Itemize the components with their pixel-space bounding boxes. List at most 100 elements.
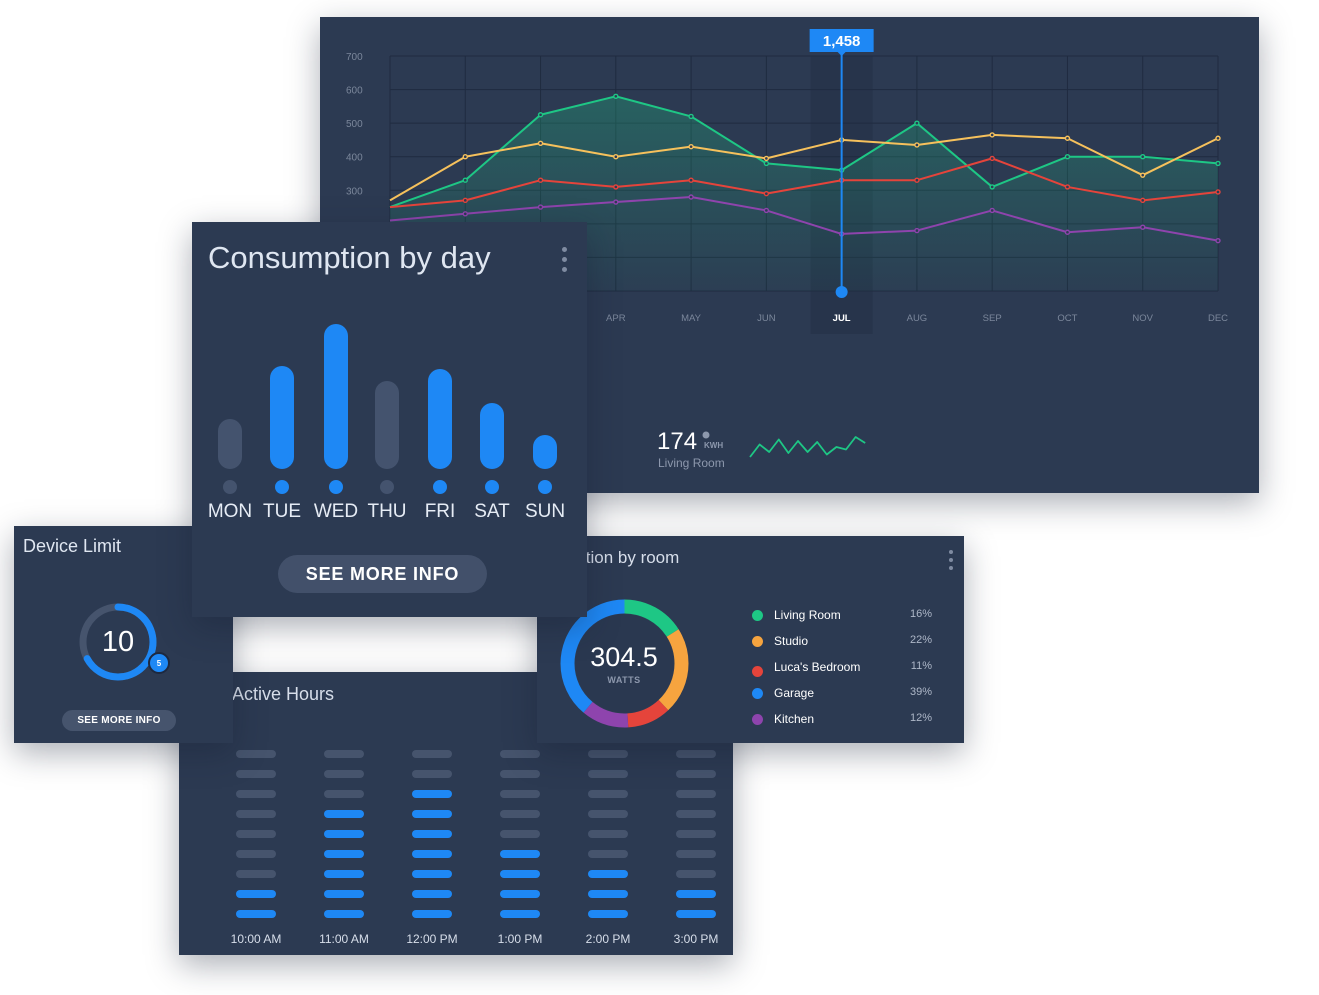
hour-pill bbox=[588, 870, 628, 878]
data-point bbox=[613, 199, 619, 205]
highlight-tooltip bbox=[809, 29, 874, 52]
room-donut-chart bbox=[560, 599, 689, 728]
hour-pill bbox=[676, 890, 716, 898]
series-4 bbox=[389, 194, 1221, 244]
series-area bbox=[390, 96, 1218, 292]
day-label: SAT bbox=[474, 501, 510, 522]
y-tick-label: 700 bbox=[346, 52, 363, 63]
y-tick-label: 500 bbox=[346, 119, 363, 130]
hour-pill bbox=[676, 790, 716, 798]
donut-unit-label: WATTS bbox=[607, 675, 641, 685]
day-indicator-dot bbox=[485, 480, 499, 494]
hour-pill bbox=[412, 810, 452, 818]
data-point bbox=[688, 177, 694, 183]
data-point bbox=[688, 143, 694, 150]
legend-color-dot bbox=[752, 666, 763, 677]
legend-percent: 39% bbox=[909, 686, 932, 698]
hour-pill bbox=[412, 830, 452, 838]
data-point bbox=[763, 160, 770, 167]
data-point bbox=[1064, 135, 1071, 141]
mini-stat-unit: KWH bbox=[704, 441, 723, 450]
card-title: Device Limit bbox=[23, 536, 122, 556]
legend-label: Garage bbox=[774, 686, 815, 700]
highlight-handle bbox=[835, 286, 848, 298]
data-point bbox=[914, 120, 920, 126]
hour-pill bbox=[676, 750, 716, 758]
donut-slice bbox=[560, 599, 689, 728]
hour-pill bbox=[324, 850, 364, 858]
day-label: SUN bbox=[524, 501, 566, 522]
data-point bbox=[462, 197, 468, 204]
data-point bbox=[537, 112, 544, 118]
hour-pill bbox=[324, 790, 364, 798]
day-label: TUE bbox=[263, 501, 301, 522]
donut-total-value: 304.5 bbox=[590, 642, 658, 672]
data-point bbox=[613, 93, 619, 99]
x-tick-label: OCT bbox=[1057, 313, 1077, 324]
legend-label: Luca's Bedroom bbox=[774, 660, 861, 674]
legend-item: Living Room 16% bbox=[752, 607, 932, 625]
hour-pill bbox=[412, 850, 452, 858]
data-point bbox=[1215, 160, 1221, 167]
hour-pill bbox=[676, 850, 716, 858]
data-point bbox=[914, 227, 920, 234]
data-point bbox=[537, 177, 544, 183]
hour-label: 1:00 PM bbox=[497, 932, 543, 946]
day-label: WED bbox=[313, 501, 359, 522]
hour-label: 3:00 PM bbox=[673, 932, 719, 946]
data-point bbox=[462, 154, 468, 160]
more-options-icon[interactable] bbox=[949, 550, 953, 570]
hour-pill bbox=[236, 890, 276, 898]
x-tick-label: JUL bbox=[833, 313, 851, 324]
more-options-icon[interactable] bbox=[562, 247, 567, 272]
day-indicator-dot bbox=[380, 480, 394, 494]
legend-percent: 22% bbox=[909, 634, 932, 646]
hour-pill bbox=[676, 910, 716, 918]
hour-pill bbox=[324, 750, 364, 758]
legend-color-dot bbox=[752, 714, 763, 725]
see-more-info-button[interactable]: SEE MORE INFO bbox=[278, 555, 487, 593]
day-indicator-dot bbox=[329, 480, 343, 494]
data-point bbox=[914, 142, 920, 148]
hour-pill bbox=[676, 870, 716, 878]
series-line bbox=[389, 157, 1219, 209]
hour-pill bbox=[236, 810, 276, 818]
legend-percent: 12% bbox=[909, 712, 932, 724]
hour-pill bbox=[676, 770, 716, 778]
legend-item: Studio 22% bbox=[752, 633, 932, 651]
legend-color-dot bbox=[752, 636, 763, 647]
hour-pill bbox=[500, 850, 540, 858]
y-tick-label: 300 bbox=[346, 186, 363, 197]
see-more-info-button[interactable]: SEE MORE INFO bbox=[62, 710, 176, 731]
x-tick-label: JUN bbox=[757, 313, 776, 324]
data-point bbox=[688, 194, 694, 200]
hour-pill bbox=[588, 790, 628, 798]
hour-pill bbox=[412, 890, 452, 898]
x-tick-label: NOV bbox=[1132, 313, 1153, 324]
hour-pill bbox=[324, 870, 364, 878]
hour-pill bbox=[500, 790, 540, 798]
legend-label: Living Room bbox=[774, 608, 841, 622]
hour-pill bbox=[588, 810, 628, 818]
x-tick-label: MAY bbox=[681, 313, 702, 324]
hour-pill bbox=[676, 830, 716, 838]
hour-pill bbox=[588, 830, 628, 838]
energy-line-chart: 700 600 500 400 300 APR MAY JUN JUL AUG SEP OCT NOV D… bbox=[346, 29, 1228, 470]
hour-pill bbox=[324, 910, 364, 918]
data-point bbox=[1215, 237, 1221, 244]
hour-label: 11:00 AM bbox=[319, 932, 369, 946]
hour-pill bbox=[324, 830, 364, 838]
donut-slice bbox=[560, 599, 689, 728]
hour-pill bbox=[588, 850, 628, 858]
data-point bbox=[537, 140, 544, 146]
day-bar bbox=[480, 403, 504, 469]
device-count-badge: 5 bbox=[148, 652, 170, 674]
device-limit-gauge bbox=[79, 603, 157, 681]
hour-pill bbox=[412, 910, 452, 918]
day-label: THU bbox=[367, 501, 407, 522]
legend-item: Luca's Bedroom 11% bbox=[752, 659, 932, 677]
hour-pill bbox=[500, 830, 540, 838]
hour-pill bbox=[412, 790, 452, 798]
mini-stat-value: 174 bbox=[657, 428, 697, 455]
consumption-by-room-card: Consumption by room 304.5 WATTS Living R… bbox=[537, 536, 964, 743]
